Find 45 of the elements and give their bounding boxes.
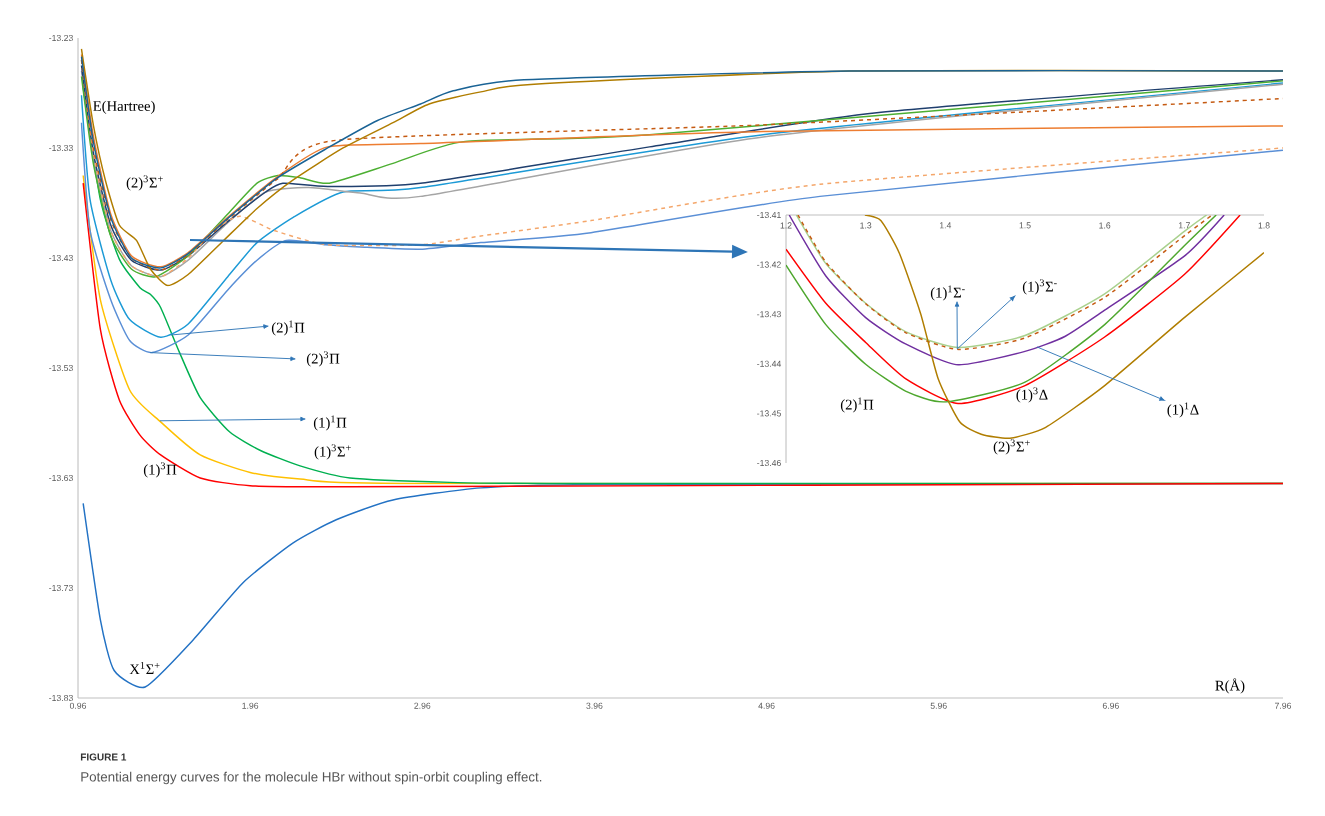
- y-tick-label: -13.83: [49, 694, 73, 702]
- x-axis-title: R(Å): [1215, 678, 1245, 694]
- x-tick-label: 4.96: [758, 702, 775, 709]
- x-tick-label: 0.96: [69, 702, 87, 709]
- annotation: (1)$^{3}$Σ$^{+}$: [314, 444, 351, 460]
- x-tick-label: 1.96: [242, 702, 259, 709]
- annotation: (1)$^{1}$Π: [313, 415, 347, 431]
- y-axis-title: E(Hartree): [93, 100, 155, 114]
- text: Potential energy curves for the molecule HBr without spin-orbit coupling effect.: [81, 771, 542, 785]
- x-tick-label: 1.3: [860, 222, 872, 229]
- x-tick-label: 2.96: [414, 702, 431, 709]
- x-tick-label: 6.96: [1102, 702, 1119, 709]
- annotation: (1)$^{3}$Σ$^{-}$: [1022, 279, 1057, 295]
- y-tick-label: -13.43: [49, 254, 73, 262]
- text: FIGURE 1: [80, 753, 127, 761]
- annotation: (2)$^{3}$Σ$^{+}$: [126, 175, 163, 191]
- annotation: (2)$^{3}$Σ$^{+}$: [993, 439, 1030, 455]
- y-tick-label: -13.63: [49, 474, 73, 482]
- x-tick-label: 5.96: [930, 702, 947, 709]
- annotation: (1)$^{3}$Π: [143, 462, 177, 478]
- y-tick-label: -13.53: [49, 364, 73, 372]
- x-tick-label: 3.96: [586, 702, 603, 709]
- annotation: (1)$^{3}$Δ: [1016, 387, 1048, 403]
- x-tick-label: 1.5: [1019, 222, 1031, 229]
- annotation: (1)$^{1}$Δ: [1167, 402, 1199, 418]
- x-tick-label: 1.7: [1178, 222, 1190, 229]
- y-tick-label: -13.33: [49, 144, 73, 152]
- y-tick-label: -13.44: [757, 360, 782, 367]
- y-tick-label: -13.43: [757, 311, 781, 318]
- y-tick-label: -13.41: [757, 211, 781, 219]
- x-tick-label: 1.8: [1258, 222, 1270, 229]
- y-tick-label: -13.46: [757, 459, 781, 467]
- y-tick-label: -13.45: [757, 410, 781, 417]
- y-tick-label: -13.23: [49, 34, 73, 42]
- x-tick-label: 7.96: [1275, 702, 1292, 709]
- x-tick-label: 1.6: [1099, 222, 1111, 229]
- annotation: (1)$^{1}$Σ$^{-}$: [930, 285, 965, 301]
- y-tick-label: -13.42: [757, 261, 781, 268]
- x-tick-label: 1.2: [780, 222, 792, 229]
- annotation: (2)$^{3}$Π: [306, 351, 340, 367]
- x-tick-label: 1.4: [939, 222, 952, 229]
- annotation: (2)$^{1}$Π: [840, 397, 874, 413]
- annotation: X$^{1}$Σ$^{+}$: [129, 661, 160, 675]
- y-tick-label: -13.73: [49, 584, 73, 592]
- annotation: (2)$^{1}$Π: [271, 320, 305, 336]
